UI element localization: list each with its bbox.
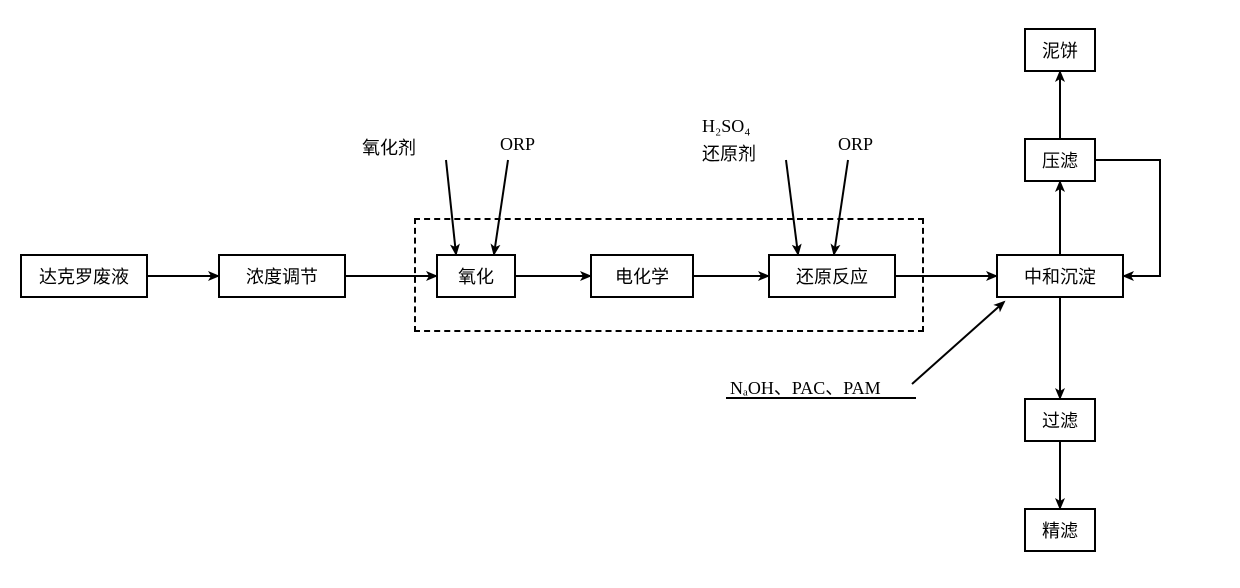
node-reduction-reaction: 还原反应 [768, 254, 896, 298]
node-label: 过滤 [1042, 407, 1078, 433]
node-filter: 过滤 [1024, 398, 1096, 442]
label-orp-2: ORP [838, 134, 873, 155]
node-concentration-adj: 浓度调节 [218, 254, 346, 298]
label-reductant: 还原剂 [702, 140, 756, 166]
node-oxidation: 氧化 [436, 254, 516, 298]
node-label: 达克罗废液 [39, 263, 129, 289]
node-neutralization: 中和沉淀 [996, 254, 1124, 298]
node-label: 浓度调节 [246, 263, 318, 289]
label-oxidant: 氧化剂 [362, 134, 416, 160]
node-label: 氧化 [458, 263, 494, 289]
node-dacromet-waste: 达克罗废液 [20, 254, 148, 298]
label-naoh-pac-pam: NₐOH、PAC、PAM [730, 374, 881, 400]
node-label: 泥饼 [1042, 37, 1078, 63]
label-h2so4: H₂SO₄ [702, 116, 751, 137]
node-fine-filter: 精滤 [1024, 508, 1096, 552]
flowchart-diagram: 达克罗废液 浓度调节 氧化 电化学 还原反应 中和沉淀 压滤 泥饼 过滤 精滤 … [0, 0, 1240, 588]
label-orp-1: ORP [500, 134, 535, 155]
node-mud-cake: 泥饼 [1024, 28, 1096, 72]
node-label: 压滤 [1042, 147, 1078, 173]
node-label: 还原反应 [796, 263, 868, 289]
node-label: 中和沉淀 [1024, 263, 1096, 289]
arrow-a15 [912, 302, 1004, 384]
node-electrochemistry: 电化学 [590, 254, 694, 298]
node-label: 精滤 [1042, 517, 1078, 543]
node-label: 电化学 [615, 263, 669, 289]
node-press-filter: 压滤 [1024, 138, 1096, 182]
